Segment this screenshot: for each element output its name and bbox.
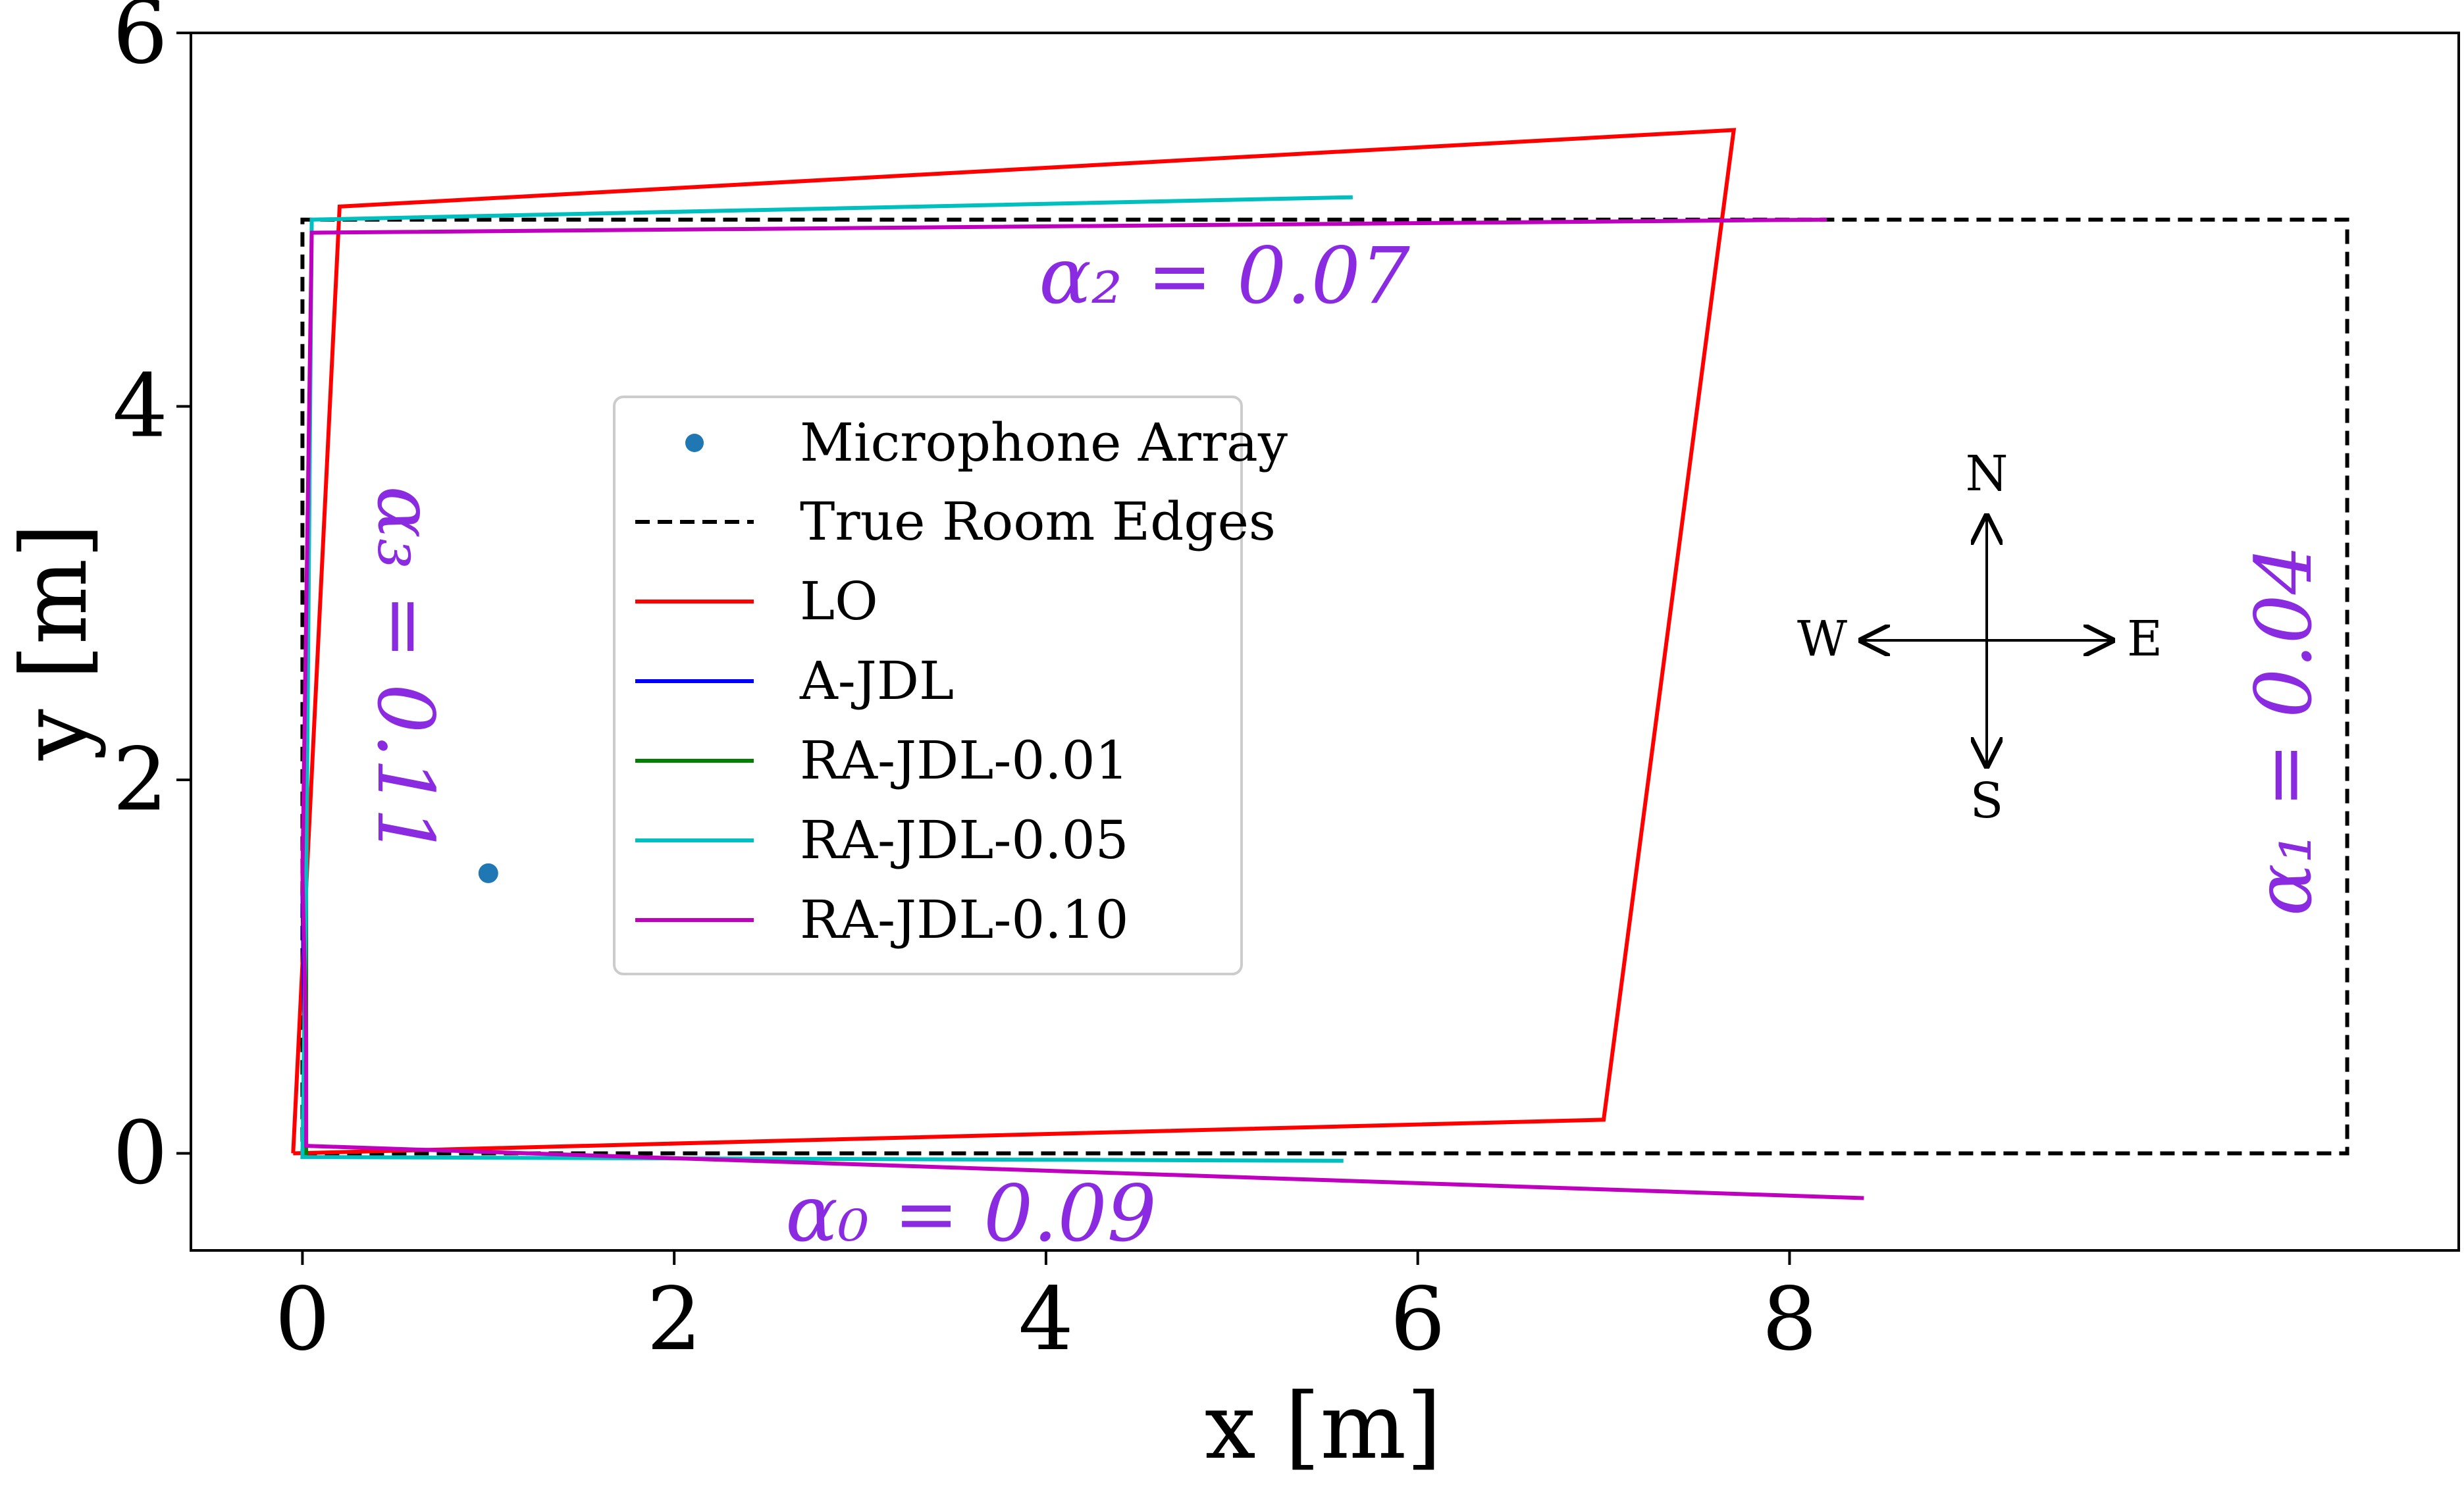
alpha3-annotation: α₃ = 0.11 xyxy=(360,486,451,857)
compass-east-label: E xyxy=(2127,611,2163,667)
legend: Microphone Array True Room Edges LO A-JDL R… xyxy=(613,396,1288,975)
series-lo xyxy=(291,128,1737,1156)
y-axis-label: y [m] xyxy=(1,523,107,761)
legend-label-true-room-edges: True Room Edges xyxy=(800,491,1276,552)
alpha2-annotation: α₂ = 0.07 xyxy=(1039,230,1410,321)
x-tick-label: 0 xyxy=(275,1269,330,1370)
legend-marker-microphone xyxy=(685,434,704,452)
alpha0-annotation: α₀ = 0.09 xyxy=(785,1168,1157,1259)
microphone-layer xyxy=(478,863,498,883)
compass-south-label: S xyxy=(1970,773,2004,829)
legend-label-ra-jdl-0-05: RA-JDL-0.05 xyxy=(800,809,1129,871)
series-ra-jdl-0-10 xyxy=(300,217,1864,1200)
legend-label-a-jdl: A-JDL xyxy=(799,650,954,711)
plot-series xyxy=(291,128,2349,1200)
legend-label-ra-jdl-0-10: RA-JDL-0.10 xyxy=(800,889,1129,950)
compass-north-label: N xyxy=(1966,446,2008,502)
compass-west-label: W xyxy=(1797,611,1847,667)
y-axis-ticks: 0 2 4 6 xyxy=(113,0,191,1204)
x-tick-label: 8 xyxy=(1762,1269,1817,1370)
x-axis-ticks: 0 2 4 6 8 xyxy=(275,1250,1817,1370)
y-tick-label: 2 xyxy=(113,729,168,831)
x-tick-label: 4 xyxy=(1018,1269,1074,1370)
legend-label-ra-jdl-0-01: RA-JDL-0.01 xyxy=(800,730,1129,791)
legend-label-microphone: Microphone Array xyxy=(800,412,1288,473)
plot-frame xyxy=(190,32,2460,1252)
x-axis-label: x [m] xyxy=(1205,1373,1442,1479)
compass: N S E W xyxy=(1797,446,2163,829)
microphone-point xyxy=(478,863,498,883)
y-tick-label: 0 xyxy=(113,1102,168,1204)
legend-box xyxy=(613,396,1243,975)
alpha1-annotation: α₁ = 0.04 xyxy=(2238,545,2329,916)
x-tick-label: 6 xyxy=(1390,1269,1446,1370)
x-tick-label: 2 xyxy=(646,1269,702,1370)
y-tick-label: 4 xyxy=(113,355,168,457)
legend-label-lo: LO xyxy=(800,571,878,632)
y-tick-label: 6 xyxy=(113,0,168,84)
series-true-room-edges xyxy=(300,217,2349,1156)
